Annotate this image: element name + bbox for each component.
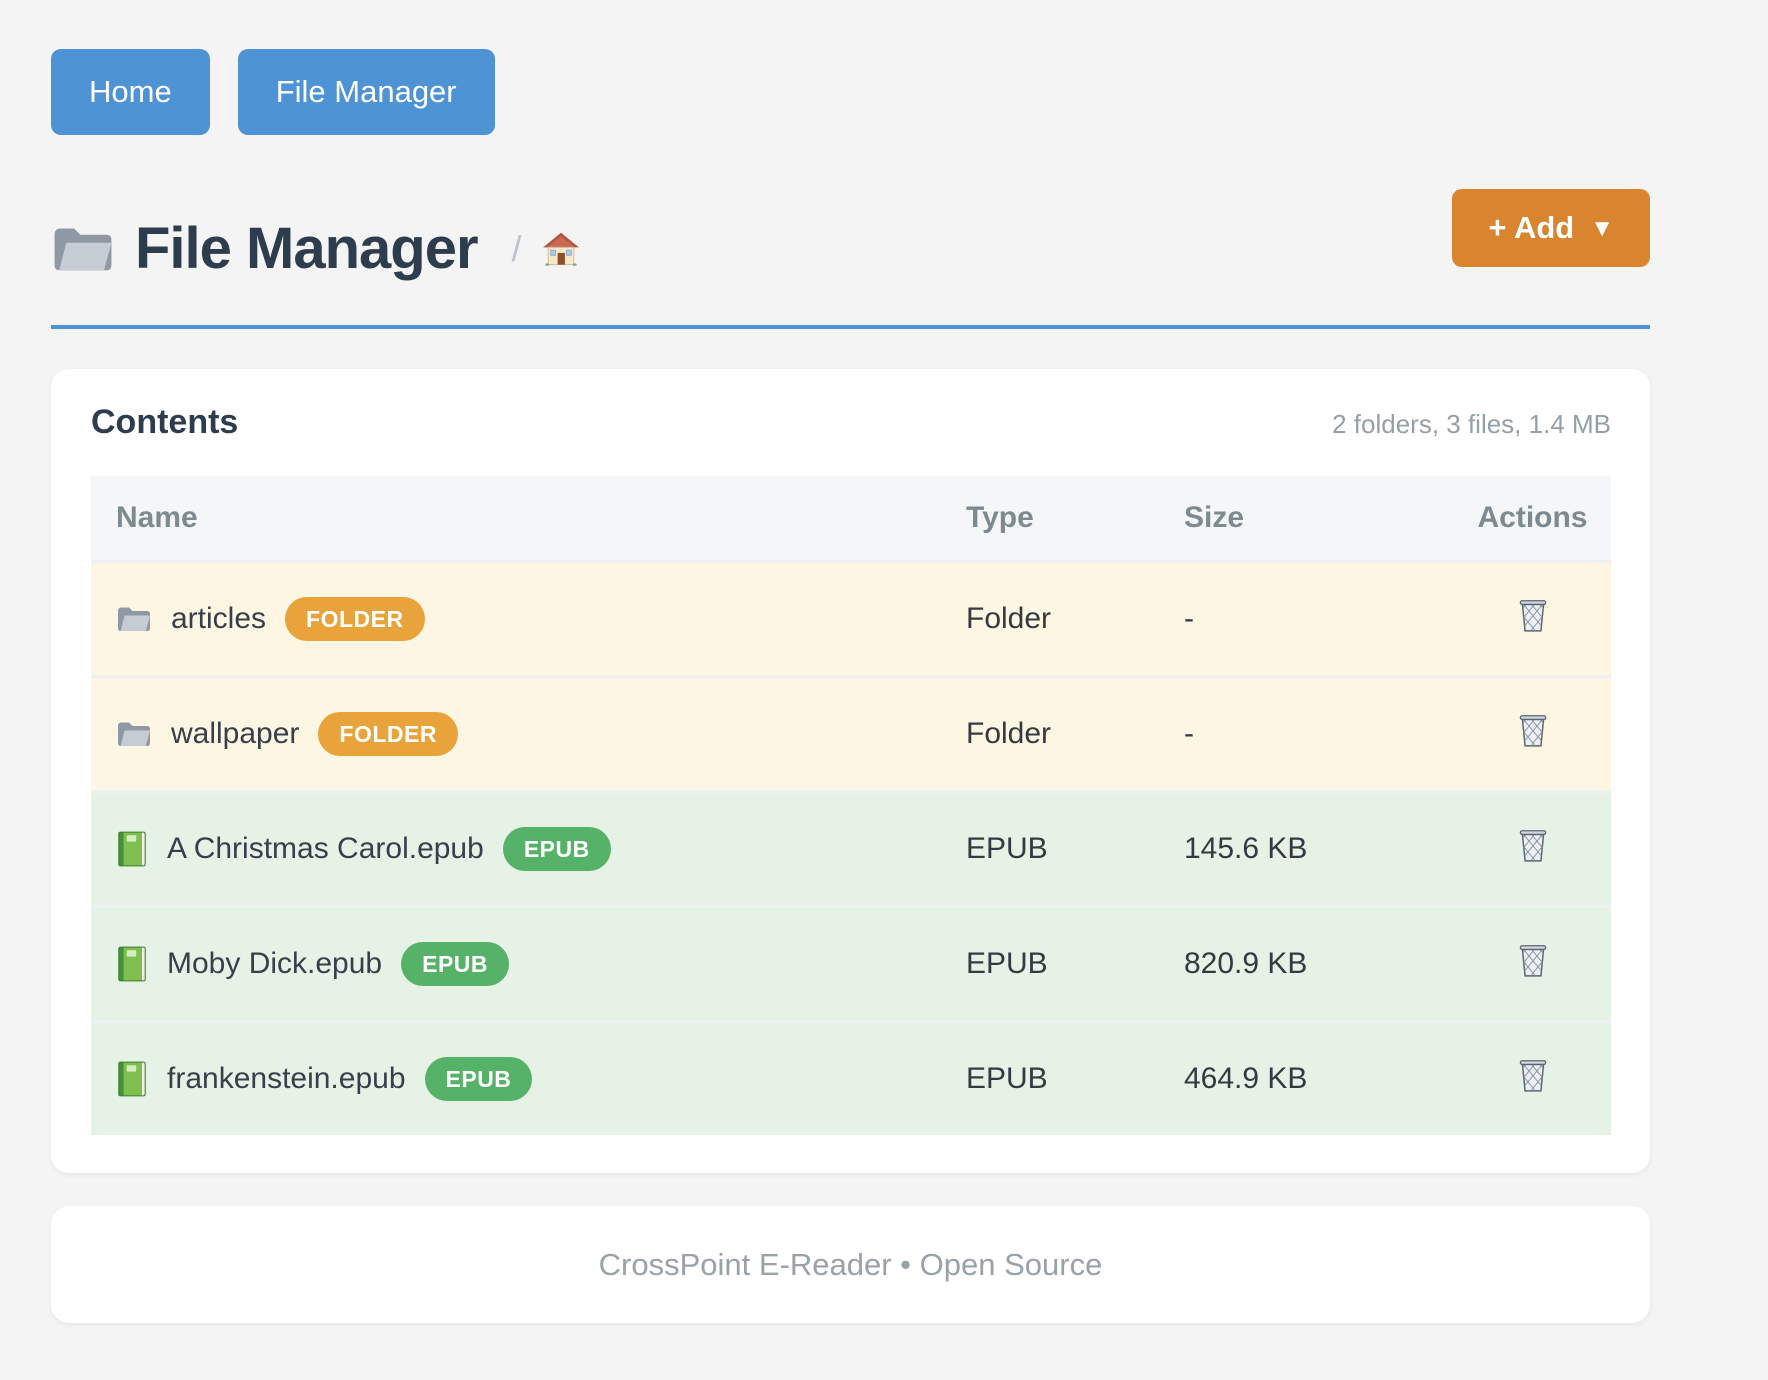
breadcrumb-home-icon[interactable]	[542, 231, 580, 267]
delete-button[interactable]	[1515, 596, 1551, 634]
delete-button[interactable]	[1515, 711, 1551, 749]
type-badge: EPUB	[502, 827, 611, 871]
trash-icon	[1515, 941, 1551, 979]
table-row[interactable]: A Christmas Carol.epub EPUB EPUB 145.6 K…	[91, 790, 1611, 907]
cell-type: Folder	[941, 560, 1159, 677]
column-header-name: Name	[91, 476, 941, 562]
add-button-label: + Add	[1488, 210, 1575, 245]
table-row[interactable]: wallpaper FOLDER Folder -	[91, 675, 1611, 792]
trash-icon	[1515, 826, 1551, 864]
nav-file-manager-button[interactable]: File Manager	[237, 49, 495, 135]
contents-card-header: Contents 2 folders, 3 files, 1.4 MB	[91, 403, 1611, 442]
row-name[interactable]: frankenstein.epub	[167, 1062, 406, 1095]
row-name[interactable]: A Christmas Carol.epub	[167, 832, 484, 865]
breadcrumb-separator: /	[511, 227, 522, 269]
cell-size: -	[1159, 560, 1454, 677]
delete-button[interactable]	[1515, 941, 1551, 979]
column-header-actions: Actions	[1454, 476, 1611, 562]
delete-button[interactable]	[1515, 1056, 1551, 1094]
title-folder-icon	[51, 222, 115, 276]
contents-card: Contents 2 folders, 3 files, 1.4 MB Name…	[51, 369, 1650, 1173]
type-badge: EPUB	[424, 1057, 533, 1101]
type-badge: FOLDER	[285, 597, 425, 641]
book-icon	[116, 830, 148, 868]
cell-size: 464.9 KB	[1159, 1020, 1454, 1135]
trash-icon	[1515, 1056, 1551, 1094]
contents-heading: Contents	[91, 403, 239, 441]
table-row[interactable]: articles FOLDER Folder -	[91, 560, 1611, 677]
folder-icon	[116, 604, 152, 634]
top-nav: Home File Manager	[51, 0, 1650, 135]
folder-icon	[116, 719, 152, 749]
file-table: Name Type Size Actions	[91, 476, 1611, 1135]
cell-size: 145.6 KB	[1159, 790, 1454, 907]
file-table-header: Name Type Size Actions	[91, 476, 1611, 562]
file-table-body: articles FOLDER Folder -	[91, 560, 1611, 1135]
title-divider	[51, 325, 1650, 329]
column-header-size: Size	[1159, 476, 1454, 562]
page-header: File Manager / + Add ▼	[51, 189, 1650, 282]
type-badge: EPUB	[401, 942, 510, 986]
table-row[interactable]: Moby Dick.epub EPUB EPUB 820.9 KB	[91, 905, 1611, 1022]
cell-type: Folder	[941, 675, 1159, 792]
page-title: File Manager	[135, 216, 479, 281]
column-header-type: Type	[941, 476, 1159, 562]
trash-icon	[1515, 711, 1551, 749]
row-name[interactable]: articles	[171, 602, 267, 635]
cell-type: EPUB	[941, 905, 1159, 1022]
delete-button[interactable]	[1515, 826, 1551, 864]
cell-type: EPUB	[941, 1020, 1159, 1135]
chevron-down-icon: ▼	[1590, 215, 1614, 242]
type-badge: FOLDER	[318, 712, 458, 756]
footer: CrossPoint E-Reader • Open Source	[51, 1206, 1650, 1323]
add-button[interactable]: + Add ▼	[1452, 189, 1650, 267]
cell-type: EPUB	[941, 790, 1159, 907]
book-icon	[116, 1060, 148, 1098]
cell-size: 820.9 KB	[1159, 905, 1454, 1022]
trash-icon	[1515, 596, 1551, 634]
footer-text: CrossPoint E-Reader • Open Source	[598, 1246, 1103, 1282]
row-name[interactable]: wallpaper	[171, 717, 300, 750]
page: Home File Manager File Manager /	[51, 0, 1650, 1323]
book-icon	[116, 945, 148, 983]
table-row[interactable]: frankenstein.epub EPUB EPUB 464.9 KB	[91, 1020, 1611, 1135]
title-group: File Manager /	[51, 215, 580, 282]
row-name[interactable]: Moby Dick.epub	[167, 947, 383, 980]
contents-summary: 2 folders, 3 files, 1.4 MB	[1332, 409, 1611, 439]
nav-home-button[interactable]: Home	[51, 49, 210, 135]
cell-size: -	[1159, 675, 1454, 792]
